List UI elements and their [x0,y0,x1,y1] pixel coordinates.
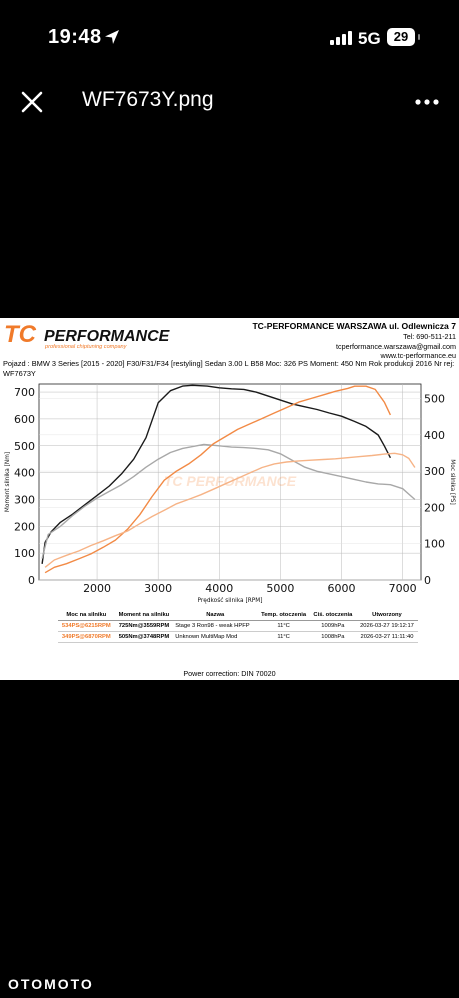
x-tick-label: 2000 [83,582,111,595]
cellular-signal-icon [330,31,352,45]
x-tick-label: 7000 [389,582,417,595]
table-cell: 725Nm@3559RPM [114,620,174,632]
y2-axis-label: Moc silnika [PS] [449,459,455,504]
svg-text:TC: TC [4,322,37,348]
x-axis-label: Prędkość silnika [RPM] [198,597,263,604]
y2-tick-label: 400 [424,429,445,442]
table-cell: Unknown MultiMap Mod [173,631,258,643]
company-website: www.tc-performance.eu [380,351,457,360]
series-line [44,385,392,574]
svg-text:professional chiptuning compan: professional chiptuning company [44,344,128,350]
series-line [41,384,392,564]
tc-performance-logo: TC PERFORMANCE professional chiptuning c… [4,322,171,350]
vehicle-info: Pojazd : BMW 3 Series [2015 - 2020] F30/… [3,359,455,378]
runs-table: Moc na silniku Moment na silniku Nazwa T… [58,611,418,643]
svg-text:PERFORMANCE: PERFORMANCE [44,328,171,345]
svg-text:OTOMOTO: OTOMOTO [8,976,94,992]
y-tick-label: 300 [14,493,35,506]
table-cell: 1008hPa [309,631,356,643]
location-arrow-icon [105,30,119,44]
y-tick-label: 200 [14,520,35,533]
status-bar: 19:48 5G 29 [0,0,459,75]
table-cell: 505Nm@3748RPM [114,631,174,643]
table-row: 534PS@6215RPM 725Nm@3559RPM Stage 3 Ron9… [58,620,418,632]
table-cell: 11°C [257,620,310,632]
y-tick-label: 400 [14,467,35,480]
x-tick-label: 6000 [328,582,356,595]
x-tick-label: 5000 [266,582,294,595]
y-tick-label: 700 [14,386,35,399]
x-tick-label: 3000 [144,582,172,595]
table-header-row: Moc na silniku Moment na silniku Nazwa T… [58,611,418,621]
file-name-title: WF7673Y.png [82,88,214,111]
y2-tick-label: 300 [424,465,445,478]
y-tick-label: 0 [28,574,35,587]
otomoto-logo: OTOMOTO [8,976,94,992]
y-tick-label: 500 [14,440,35,453]
power-correction: Power correction: DIN 70020 [183,669,276,678]
table-cell: 1009hPa [309,620,356,632]
network-type: 5G [358,29,381,48]
table-header: Ciś. otoczenia [309,611,356,621]
table-header: Utworzony [355,611,418,621]
viewer-toolbar [0,80,459,126]
company-email: tcperformance.warszawa@gmail.com [336,341,456,351]
table-cell: Stage 3 Ron98 - weak HPFP [173,620,258,632]
close-icon[interactable] [20,90,44,114]
table-cell: 349PS@6870RPM [58,631,115,643]
y-axis-label: Moment silnika [Nm] [5,452,11,512]
table-cell: 534PS@6215RPM [58,620,115,632]
table-cell: 11°C [257,631,310,643]
y2-tick-label: 500 [424,393,445,406]
y2-tick-label: 200 [424,501,445,514]
y2-tick-label: 100 [424,538,445,551]
dyno-report-image: TC PERFORMANCE professional chiptuning c… [0,318,459,680]
table-cell: 2026-03-27 19:12:17 [355,620,418,632]
table-header: Moc na silniku [58,611,115,621]
table-row: 349PS@6870RPM 505Nm@3748RPM Unknown Mult… [58,631,418,643]
battery-nub [418,34,420,40]
x-tick-label: 4000 [205,582,233,595]
company-info: TC-PERFORMANCE WARSZAWA ul. Odlewnicza 7… [252,321,456,361]
series-line [41,443,416,559]
more-options-icon[interactable] [414,98,440,106]
table-header: Temp. otoczenia [257,611,310,621]
y-tick-label: 100 [14,547,35,560]
company-name: TC-PERFORMANCE WARSZAWA ul. Odlewnicza 7 [252,321,456,331]
series-line [44,452,416,568]
y2-tick-label: 0 [424,574,431,587]
table-cell: 2026-03-27 11:11:40 [355,631,418,643]
table-header: Moment na silniku [114,611,174,621]
table-header: Nazwa [173,611,258,621]
status-time: 19:48 [48,26,102,48]
y-tick-label: 600 [14,413,35,426]
company-phone: Tel: 690-511-211 [403,332,456,341]
battery-icon: 29 [387,28,415,46]
